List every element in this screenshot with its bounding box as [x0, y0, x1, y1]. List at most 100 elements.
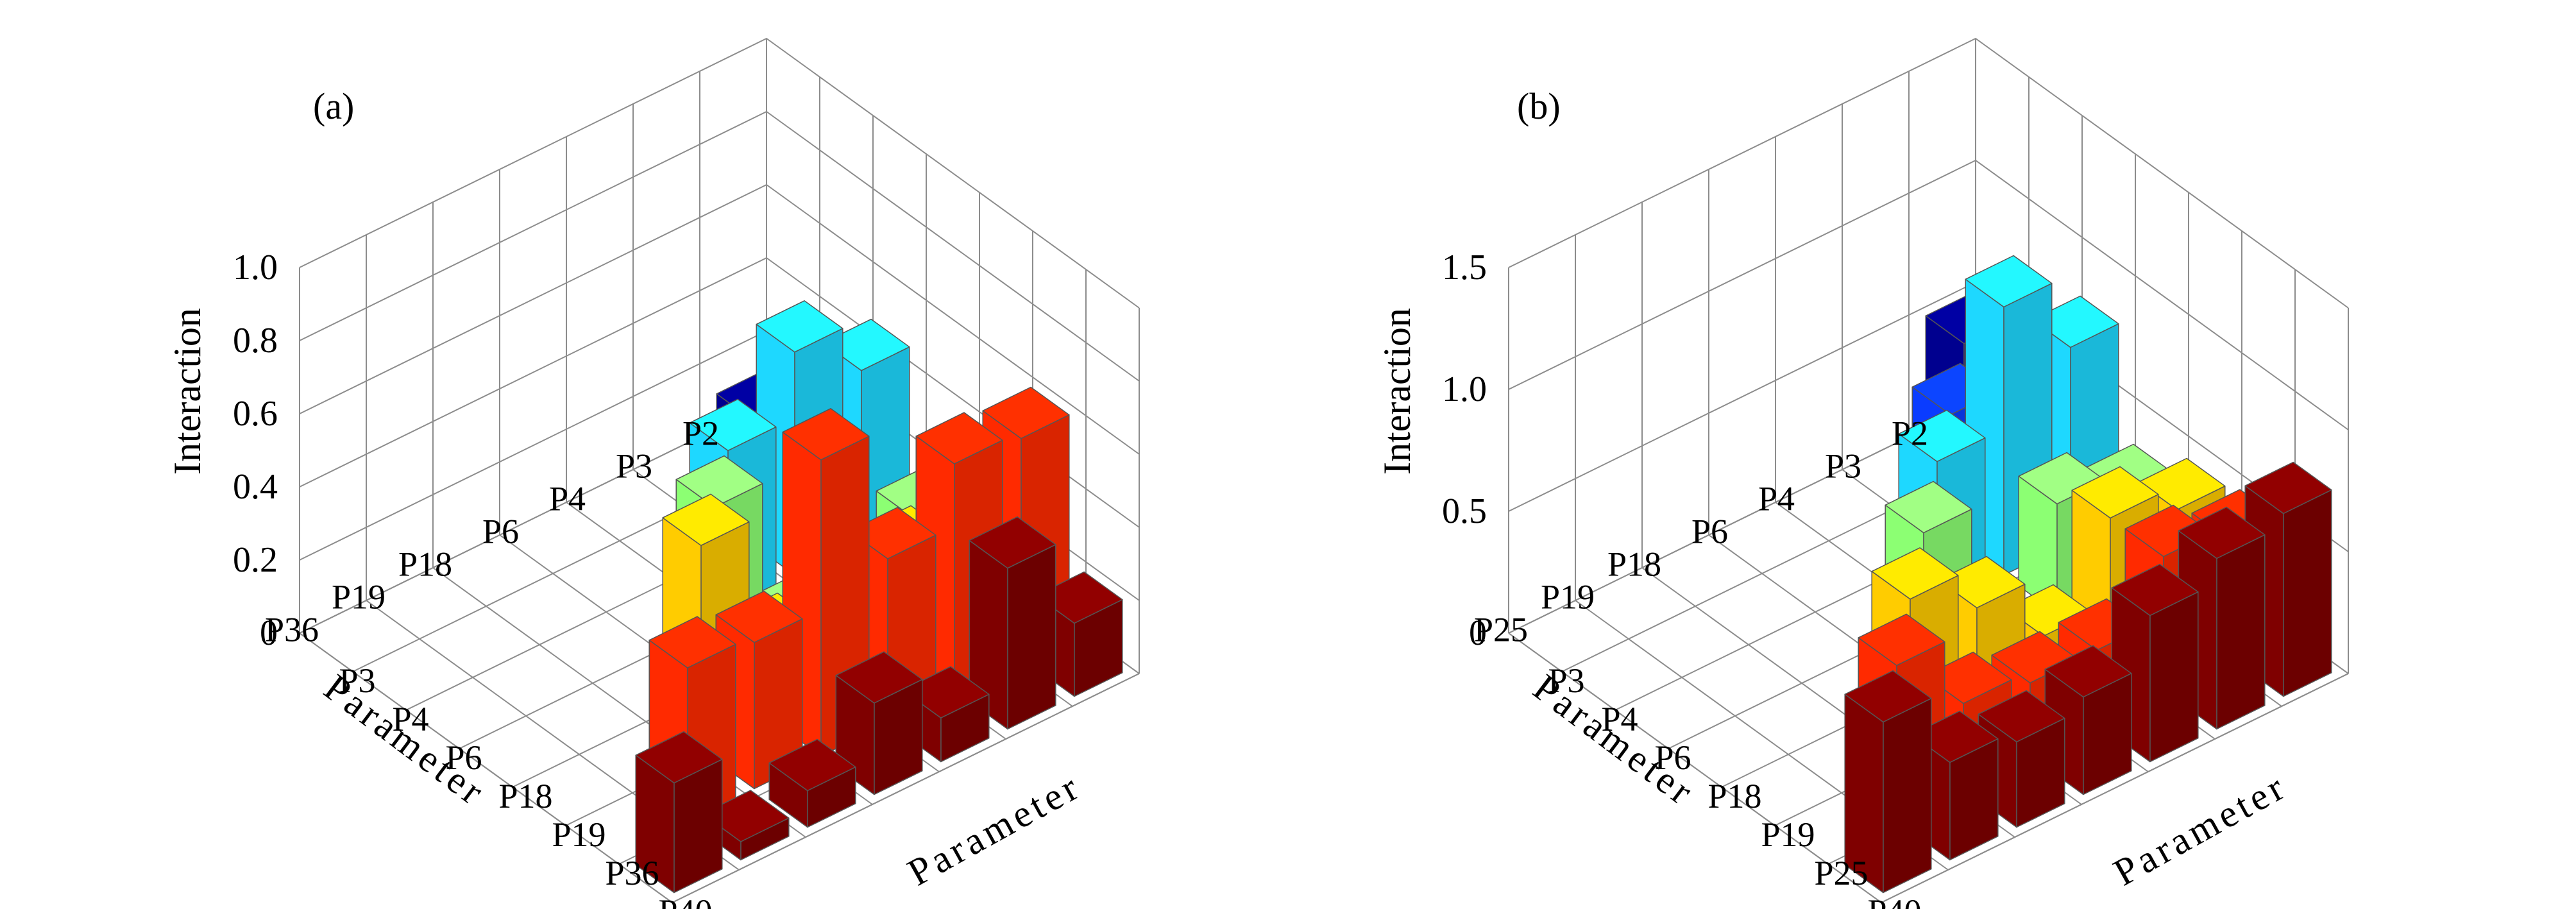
bar-side — [2283, 489, 2332, 697]
bar-top — [1871, 547, 1959, 600]
panel-label-b: (b) — [1517, 85, 1561, 127]
bar-top — [768, 738, 856, 792]
bar-top — [1978, 690, 2065, 743]
z-axis-title-a: Interaction — [166, 308, 208, 475]
gridline — [299, 183, 1140, 455]
bar-top — [1858, 613, 1945, 667]
gridline — [299, 37, 1140, 309]
bar-top — [756, 300, 843, 353]
y-category-label: P18 — [398, 545, 452, 584]
y-categories-a: P2 P3 P4 P6 P18 P19 P36 — [265, 414, 719, 649]
y-category-label: P4 — [549, 480, 586, 518]
z-tick-label: 0.2 — [233, 540, 278, 580]
bar-top — [1898, 409, 1986, 463]
x-categories-b: P3 P4 P6 P18P19P25P40 — [1548, 661, 1922, 909]
axis-line — [1508, 633, 1882, 903]
y-category-label: P2 — [1892, 414, 1928, 453]
panel-label-a: (a) — [313, 85, 354, 127]
y-category-label: P36 — [265, 611, 319, 649]
z-tick-label: 0.6 — [233, 394, 278, 434]
bar-top — [782, 408, 870, 461]
bar-top — [835, 651, 923, 704]
y-category-label: P2 — [682, 414, 719, 453]
y-category-label: P18 — [1607, 545, 1661, 584]
bar — [635, 731, 723, 894]
z-ticks-b: 0 0.5 1.0 1.5 — [1442, 248, 1487, 653]
bar — [835, 651, 923, 795]
bar-top — [982, 386, 1070, 439]
z-tick-label: 0.8 — [233, 321, 278, 361]
bar-top — [715, 590, 803, 643]
x-category-label: P19 — [1761, 815, 1815, 854]
z-tick-label: 0 — [1469, 613, 1487, 653]
z-tick-label: 1.5 — [1442, 248, 1487, 287]
y-category-label: P6 — [1691, 513, 1728, 551]
z-ticks-a: 0 0.2 0.4 0.6 0.8 1.0 — [233, 248, 278, 653]
y-categories-b: P2 P3 P4 P6 P18 P19 P25 — [1474, 414, 1928, 649]
bar — [768, 738, 856, 828]
x-axis-title-b: Parameter — [2106, 765, 2294, 894]
bar — [2111, 563, 2199, 763]
bar — [1844, 670, 1932, 894]
z-tick-label: 0.4 — [233, 467, 278, 507]
bars-a — [635, 300, 1123, 894]
x-category-label: P3 — [1548, 661, 1585, 700]
gridline — [1508, 159, 2349, 430]
bar-top — [969, 516, 1056, 569]
bar-top — [2071, 466, 2159, 519]
x-category-label: P4 — [393, 700, 429, 738]
bar-top — [2111, 563, 2199, 616]
x-category-label: P19 — [552, 815, 606, 854]
bar-top — [1965, 255, 2053, 308]
bar-side — [2216, 534, 2266, 730]
bar-top — [2044, 645, 2132, 698]
bar-top — [1844, 670, 1932, 723]
y-category-label: P19 — [332, 578, 386, 616]
y-category-label: P3 — [1825, 447, 1861, 486]
z-axis-title-b: Interaction — [1376, 308, 1418, 475]
bar-side — [2149, 591, 2199, 763]
x-category-label: P4 — [1602, 700, 1638, 738]
bar-top — [1885, 480, 1972, 534]
gridline — [299, 110, 1140, 382]
z-tick-label: 0 — [260, 613, 278, 653]
x-category-label: P40 — [1868, 892, 1922, 909]
x-categories-a: P3 P4 P6 P18P19P36P40 — [339, 661, 713, 909]
y-category-label: P4 — [1758, 480, 1795, 518]
axis-line — [1881, 673, 2349, 903]
gridline — [1508, 404, 1976, 634]
z-tick-label: 1.0 — [233, 248, 278, 287]
x-category-label: P18 — [499, 777, 553, 815]
bar-top — [1938, 556, 2026, 609]
axis-line — [672, 673, 1140, 903]
gridline — [432, 567, 806, 838]
bar-side — [1883, 697, 1932, 894]
x-category-label: P3 — [339, 661, 376, 700]
y-category-label: P19 — [1541, 578, 1595, 616]
bar-top — [662, 493, 750, 547]
x-category-label: P36 — [606, 854, 659, 892]
gridline — [1508, 37, 2349, 309]
z-tick-label: 0.5 — [1442, 491, 1487, 531]
bar-top — [915, 412, 1003, 464]
bar-top — [2018, 452, 2106, 505]
x-category-label: P6 — [1655, 738, 1691, 777]
bar-top — [635, 731, 723, 784]
x-category-label: P25 — [1815, 854, 1868, 892]
x-category-label: P18 — [1708, 777, 1762, 815]
bar-side — [1007, 544, 1056, 730]
y-category-label: P25 — [1474, 611, 1528, 649]
axis-line — [299, 633, 673, 903]
bars-b — [1844, 255, 2332, 894]
bar-top — [2244, 461, 2332, 514]
bar-top — [689, 398, 777, 452]
x-category-label: P6 — [446, 738, 482, 777]
y-category-label: P3 — [616, 447, 652, 486]
gridline — [299, 404, 767, 634]
z-tick-label: 1.0 — [1442, 370, 1487, 409]
bar-top — [1991, 631, 2079, 684]
x-category-label: P40 — [659, 892, 713, 909]
bar — [969, 516, 1056, 730]
